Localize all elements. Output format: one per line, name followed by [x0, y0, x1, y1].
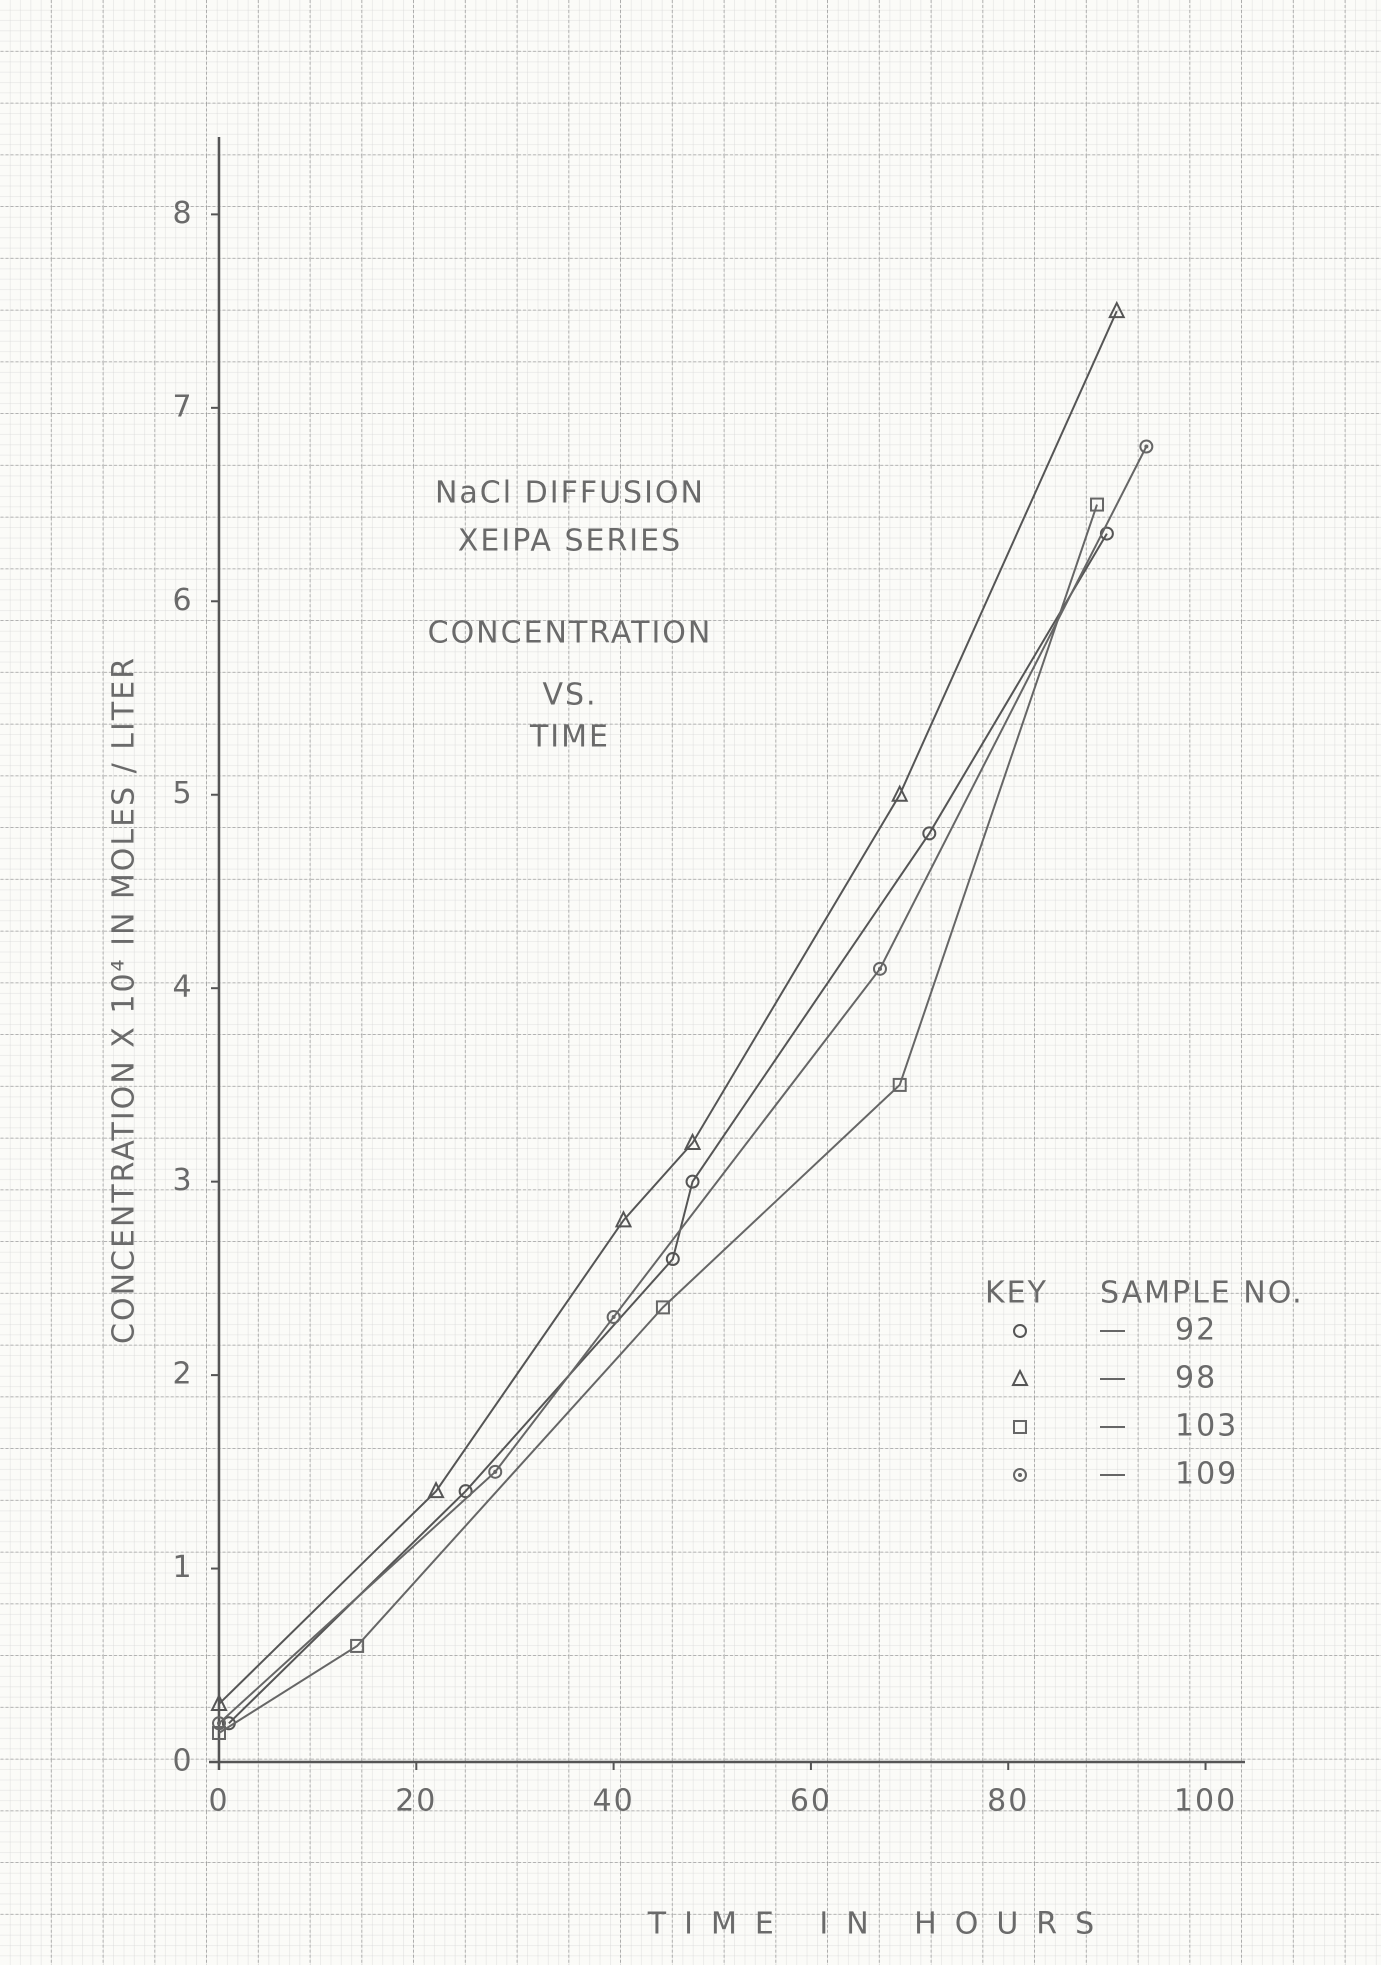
y-tick-label: 4 [172, 970, 193, 1005]
legend-title: SAMPLE NO. [1100, 1276, 1304, 1311]
y-tick-label: 3 [172, 1163, 193, 1198]
x-tick-label: 0 [208, 1784, 229, 1819]
x-tick-label: 40 [593, 1784, 635, 1819]
x-tick-label: 100 [1174, 1784, 1237, 1819]
marker-dot [1144, 445, 1148, 449]
marker-dot [878, 967, 882, 971]
paper [0, 0, 1381, 1965]
marker-dot [493, 1470, 497, 1474]
legend-title: KEY [985, 1276, 1048, 1311]
legend-label: 109 [1175, 1457, 1238, 1492]
chart: NaCl DIFFUSION XEIPA SERIES CONCENTRATION V… [0, 0, 1381, 1965]
legend-label: 98 [1175, 1361, 1217, 1396]
title-line: XEIPA SERIES [458, 524, 682, 559]
y-axis-label: CONCENTRATION X 10⁴ IN MOLES / LITER [107, 656, 142, 1344]
title-line: VS. [542, 678, 597, 713]
x-tick-label: 80 [987, 1784, 1029, 1819]
y-tick-label: 6 [172, 583, 193, 618]
y-tick-label: 8 [172, 196, 193, 231]
y-tick-label: 7 [172, 389, 193, 424]
title-line: NaCl DIFFUSION [435, 476, 705, 511]
title-line: CONCENTRATION [428, 616, 713, 651]
legend-label: 92 [1175, 1313, 1217, 1348]
marker-dot [1018, 1473, 1022, 1477]
marker-dot [217, 1721, 221, 1725]
y-tick-label: 5 [172, 776, 193, 811]
y-tick-label: 1 [172, 1550, 193, 1585]
y-tick-label: 2 [172, 1357, 193, 1392]
title-line: TIME [529, 720, 610, 755]
x-tick-label: 60 [790, 1784, 832, 1819]
marker-dot [612, 1315, 616, 1319]
x-axis-label: TIME IN HOURS [647, 1907, 1112, 1942]
legend-label: 103 [1175, 1409, 1238, 1444]
y-tick-label: 0 [172, 1744, 193, 1779]
x-tick-label: 20 [395, 1784, 437, 1819]
